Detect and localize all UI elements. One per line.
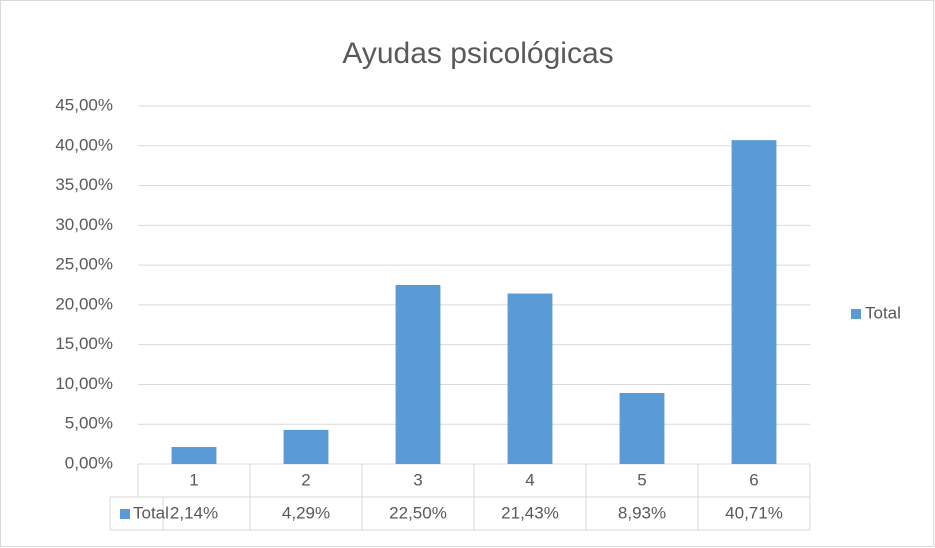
table-value: 22,50%: [389, 503, 447, 522]
bar: [731, 140, 777, 464]
x-tick-label: 2: [301, 470, 310, 489]
y-tick-label: 25,00%: [55, 255, 113, 274]
table-legend-key: [120, 509, 130, 519]
y-tick-label: 30,00%: [55, 215, 113, 234]
x-tick-label: 6: [749, 470, 758, 489]
x-tick-label: 4: [525, 470, 534, 489]
legend-label: Total: [865, 303, 901, 322]
y-tick-label: 35,00%: [55, 175, 113, 194]
legend-key: [851, 309, 861, 319]
y-tick-label: 40,00%: [55, 135, 113, 154]
y-tick-label: 20,00%: [55, 294, 113, 313]
table-value: 4,29%: [282, 503, 330, 522]
x-tick-label: 1: [189, 470, 198, 489]
table-value: 21,43%: [501, 503, 559, 522]
y-tick-label: 5,00%: [65, 414, 113, 433]
y-tick-label: 45,00%: [55, 95, 113, 114]
table-value: 2,14%: [170, 503, 218, 522]
y-tick-label: 10,00%: [55, 374, 113, 393]
table-value: 8,93%: [618, 503, 666, 522]
chart-title: Ayudas psicológicas: [342, 37, 613, 70]
bar: [507, 293, 553, 464]
table-value: 40,71%: [725, 503, 783, 522]
table-series-name: Total: [133, 503, 169, 522]
bar: [171, 446, 217, 464]
bar: [619, 392, 665, 464]
y-tick-label: 0,00%: [65, 453, 113, 472]
bar: [395, 285, 441, 464]
x-tick-label: 3: [413, 470, 422, 489]
bar: [283, 429, 329, 464]
x-tick-label: 5: [637, 470, 646, 489]
y-tick-label: 15,00%: [55, 334, 113, 353]
